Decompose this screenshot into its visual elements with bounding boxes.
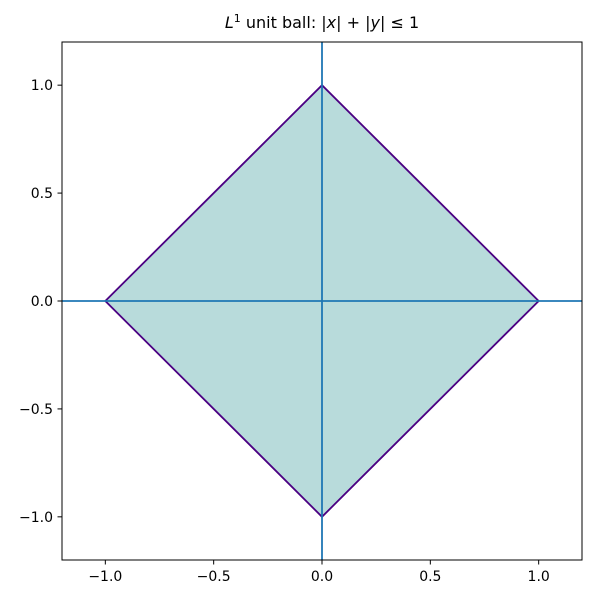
chart-title: L1 unit ball: |x| + |y| ≤ 1	[224, 12, 420, 32]
title-segment: | ≤ 1	[379, 13, 420, 32]
x-tick-label: −1.0	[88, 569, 122, 585]
title-segment: | + |	[336, 13, 371, 32]
title-segment: unit ball: |	[240, 13, 327, 32]
y-tick-label: 1.0	[31, 78, 53, 94]
title-segment: y	[370, 13, 380, 32]
y-tick-label: 0.0	[31, 294, 53, 310]
x-tick-label: 1.0	[528, 569, 550, 585]
y-tick-label: −1.0	[19, 510, 53, 526]
y-tick-label: −0.5	[19, 402, 53, 418]
x-tick-label: 0.0	[311, 569, 333, 585]
title-segment: L	[224, 13, 234, 32]
x-tick-label: −0.5	[197, 569, 231, 585]
title-segment: 1	[233, 12, 241, 25]
y-tick-label: 0.5	[31, 186, 53, 202]
x-tick-label: 0.5	[419, 569, 441, 585]
title-segment: x	[326, 13, 337, 32]
